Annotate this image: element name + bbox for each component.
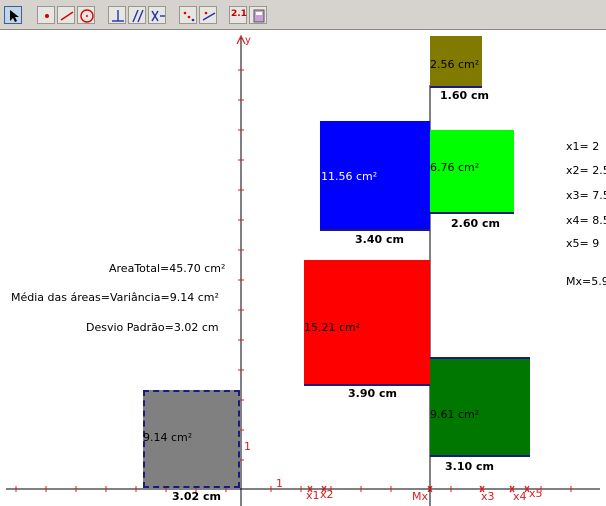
- x-mark-x4: x4: [513, 490, 527, 503]
- value-x1: x1= 2: [566, 140, 600, 153]
- side-label-olive: 1.60 cm: [440, 89, 489, 102]
- value-x2: x2= 2.5: [566, 164, 606, 177]
- x-mark-mx: Mx: [412, 490, 429, 503]
- transform-tool-icon: [151, 10, 165, 22]
- x-mark-x3: x3: [481, 490, 495, 503]
- locus-tool-icon: [183, 11, 195, 22]
- segment-tool-icon: [60, 11, 74, 21]
- parallel-tool-icon: [132, 9, 144, 23]
- locus-tool-button[interactable]: [179, 6, 197, 24]
- y-axis-arrow-icon: [236, 34, 246, 45]
- reflect-tool-button[interactable]: [199, 6, 217, 24]
- value-x3: x3= 7.5: [566, 189, 606, 202]
- x-mark-x2: x2: [320, 488, 334, 501]
- value-x4: x4= 8.5: [566, 214, 606, 227]
- area-label-olive: 2.56 cm²: [430, 58, 480, 71]
- calculator-tool-icon: [253, 9, 265, 23]
- value-x5: x5= 9: [566, 237, 600, 250]
- mean-label: Mx=5.9: [566, 275, 606, 288]
- area-total-label: AreaTotal=45.70 cm²: [109, 262, 226, 275]
- square-red[interactable]: [304, 260, 430, 386]
- arrow-tool-button[interactable]: [4, 6, 22, 24]
- area-label-darkgreen: 9.61 cm²: [430, 408, 480, 421]
- side-label-blue: 3.40 cm: [355, 233, 404, 246]
- media-variancia-label: Média das áreas=Variância=9.14 cm²: [11, 291, 219, 304]
- x-unit-label: 1: [276, 477, 283, 490]
- square-darkgreen[interactable]: [430, 357, 530, 457]
- x-point-markers: [307, 485, 530, 493]
- square-gray[interactable]: [143, 390, 240, 488]
- side-label-red: 3.90 cm: [348, 387, 397, 400]
- y-ticks: [238, 69, 244, 461]
- axes-layer: [6, 34, 600, 506]
- square-olive[interactable]: [430, 36, 482, 88]
- reflect-tool-icon: [202, 11, 216, 21]
- y-axis-label: y: [245, 35, 251, 46]
- point-tool-button[interactable]: [37, 6, 55, 24]
- measure-tool-icon: 2.1: [231, 9, 247, 19]
- perpendicular-tool-button[interactable]: [108, 6, 126, 24]
- calculator-tool-button[interactable]: [249, 6, 267, 24]
- area-label-lime: 6.76 cm²: [430, 161, 480, 174]
- square-blue[interactable]: [320, 121, 430, 231]
- area-label-blue: 11.56 cm²: [321, 170, 378, 183]
- parallel-tool-button[interactable]: [128, 6, 146, 24]
- toolbar: 2.1: [0, 0, 606, 30]
- x-mark-x5: x5: [529, 487, 543, 500]
- x-mark-x1: x1: [306, 489, 320, 502]
- circle-tool-button[interactable]: [77, 6, 95, 24]
- circle-tool-icon: [80, 9, 94, 23]
- perpendicular-tool-icon: [112, 10, 124, 22]
- area-label-red: 15.21 cm²: [304, 321, 361, 334]
- side-label-darkgreen: 3.10 cm: [445, 460, 494, 473]
- measure-tool-button[interactable]: 2.1: [229, 6, 247, 24]
- side-label-gray: 3.02 cm: [172, 490, 221, 503]
- square-lime[interactable]: [430, 130, 514, 214]
- transform-tool-button[interactable]: [148, 6, 166, 24]
- desvio-padrao-label: Desvio Padrão=3.02 cm: [86, 321, 219, 334]
- segment-tool-button[interactable]: [57, 6, 75, 24]
- arrow-tool-icon: [10, 10, 19, 22]
- side-label-lime: 2.60 cm: [451, 217, 500, 230]
- x-ticks: [15, 486, 572, 492]
- point-tool-icon: [45, 14, 49, 18]
- area-label-gray: 9.14 cm²: [143, 431, 193, 444]
- drawing-canvas[interactable]: 9.14 cm² 15.21 cm² 11.56 cm² 2.56 cm² 6.…: [0, 30, 606, 506]
- y-unit-label: 1: [244, 440, 251, 453]
